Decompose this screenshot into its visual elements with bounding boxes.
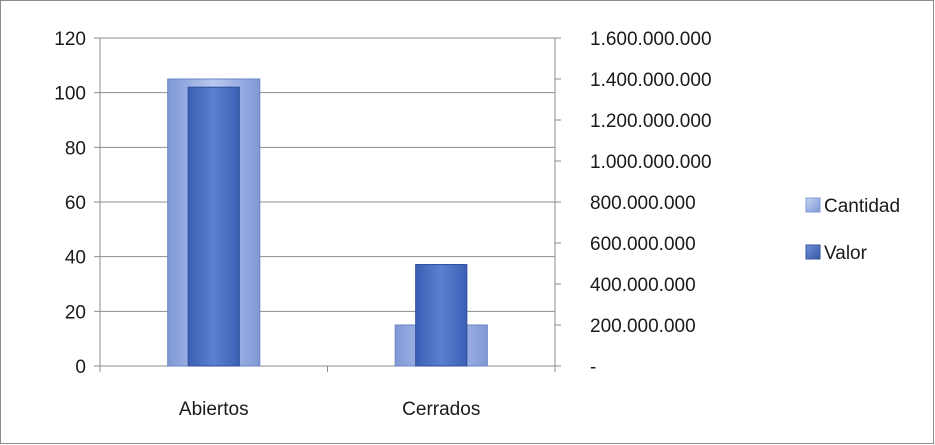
- y-right-tick-label-1: 200.000.000: [590, 316, 696, 337]
- y-right-tick-label-6: 1.200.000.000: [590, 111, 712, 132]
- y-right-tick-label-3: 600.000.000: [590, 234, 696, 255]
- bar-valor-abiertos: [187, 86, 240, 367]
- y-left-tick-label-4: 80: [65, 138, 86, 159]
- y-right-tick-label-0: -: [590, 357, 596, 378]
- legend-swatch-1: [805, 244, 821, 260]
- y-left-tick-label-5: 100: [54, 84, 86, 105]
- y-left-tick-label-0: 0: [75, 357, 86, 378]
- y-right-tick-label-7: 1.400.000.000: [590, 70, 712, 91]
- legend-label-0: Cantidad: [824, 196, 900, 217]
- x-category-label-0: Abiertos: [179, 399, 249, 420]
- y-right-tick-label-5: 1.000.000.000: [590, 152, 712, 173]
- y-left-tick-label-2: 40: [65, 248, 86, 269]
- x-category-label-1: Cerrados: [402, 399, 480, 420]
- legend: Cantidad Valor: [805, 196, 900, 264]
- y-right-tick-label-4: 800.000.000: [590, 193, 696, 214]
- y-right-tick-label-8: 1.600.000.000: [590, 29, 712, 50]
- legend-label-1: Valor: [824, 243, 868, 264]
- bars: [167, 78, 488, 367]
- y-right-tick-label-2: 400.000.000: [590, 275, 696, 296]
- y-left-tick-label-3: 60: [65, 193, 86, 214]
- bar-valor-cerrados: [415, 264, 468, 367]
- tick-labels: 0 20 40 60 80 100 120 - 200.000.000 400.000.000 60…: [54, 29, 711, 420]
- legend-swatch-0: [805, 197, 821, 213]
- y-left-tick-label-6: 120: [54, 29, 86, 50]
- y-left-tick-label-1: 20: [65, 302, 86, 323]
